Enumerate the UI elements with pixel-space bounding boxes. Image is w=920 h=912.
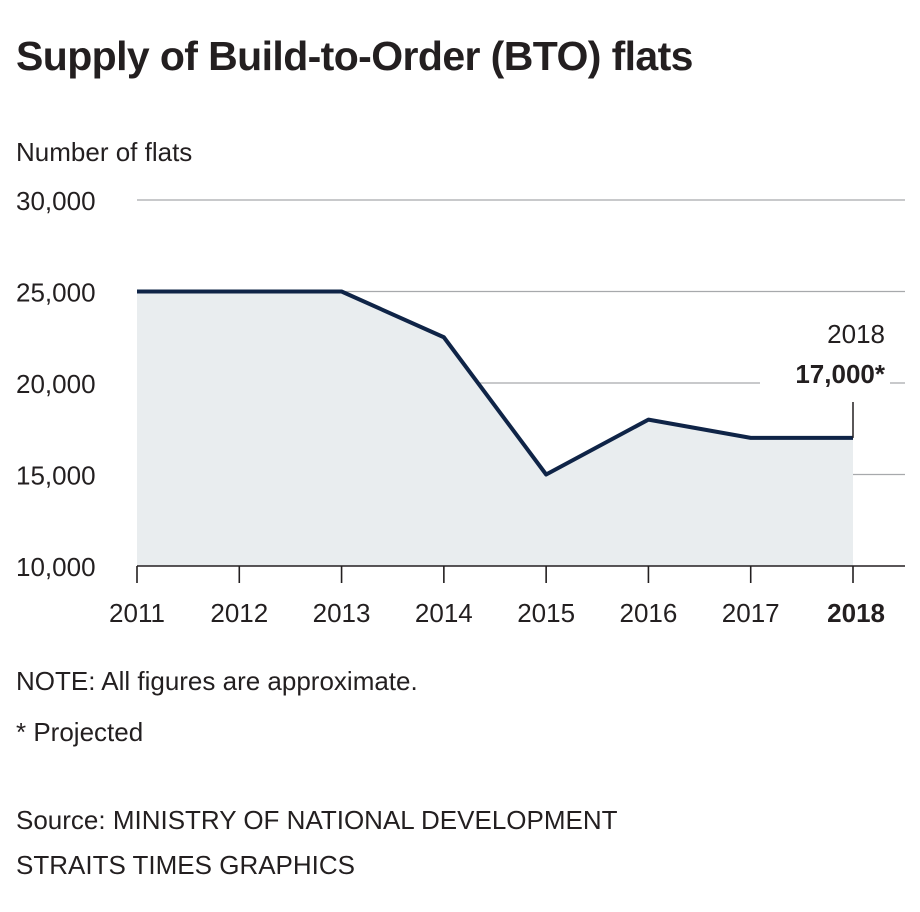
x-axis	[136, 565, 905, 583]
y-tick-label: 25,000	[16, 278, 96, 308]
series-line	[137, 289, 853, 477]
x-axis-labels: 2011 2012 2013 2014 2015 2016 2017 2018	[109, 598, 885, 628]
x-tick-label: 2016	[620, 598, 678, 628]
x-tick-label: 2013	[313, 598, 371, 628]
x-tick-label: 2017	[722, 598, 780, 628]
x-tick-label: 2015	[517, 598, 575, 628]
y-tick-label: 15,000	[16, 461, 96, 491]
chart-title: Supply of Build-to-Order (BTO) flats	[16, 33, 693, 79]
note-projected: * Projected	[16, 717, 144, 747]
x-tick-label: 2018	[827, 598, 885, 628]
callout-background	[760, 315, 890, 392]
y-axis-title: Number of flats	[16, 137, 192, 167]
y-axis-labels: 10,000 15,000 20,000 25,000 30,000	[16, 186, 96, 582]
x-tick-label: 2011	[109, 598, 165, 628]
x-tick-label: 2014	[415, 598, 473, 628]
y-tick-label: 30,000	[16, 186, 96, 216]
y-tick-label: 10,000	[16, 552, 96, 582]
credit-text: STRAITS TIMES GRAPHICS	[16, 850, 356, 880]
area-fill	[137, 291, 853, 566]
callout-year: 2018	[827, 319, 885, 349]
note-approximate: NOTE: All figures are approximate.	[16, 666, 418, 696]
callout-value: 17,000*	[795, 359, 886, 389]
source-text: Source: MINISTRY OF NATIONAL DEVELOPMENT	[16, 805, 618, 835]
x-tick-label: 2012	[210, 598, 268, 628]
y-tick-label: 20,000	[16, 369, 96, 399]
